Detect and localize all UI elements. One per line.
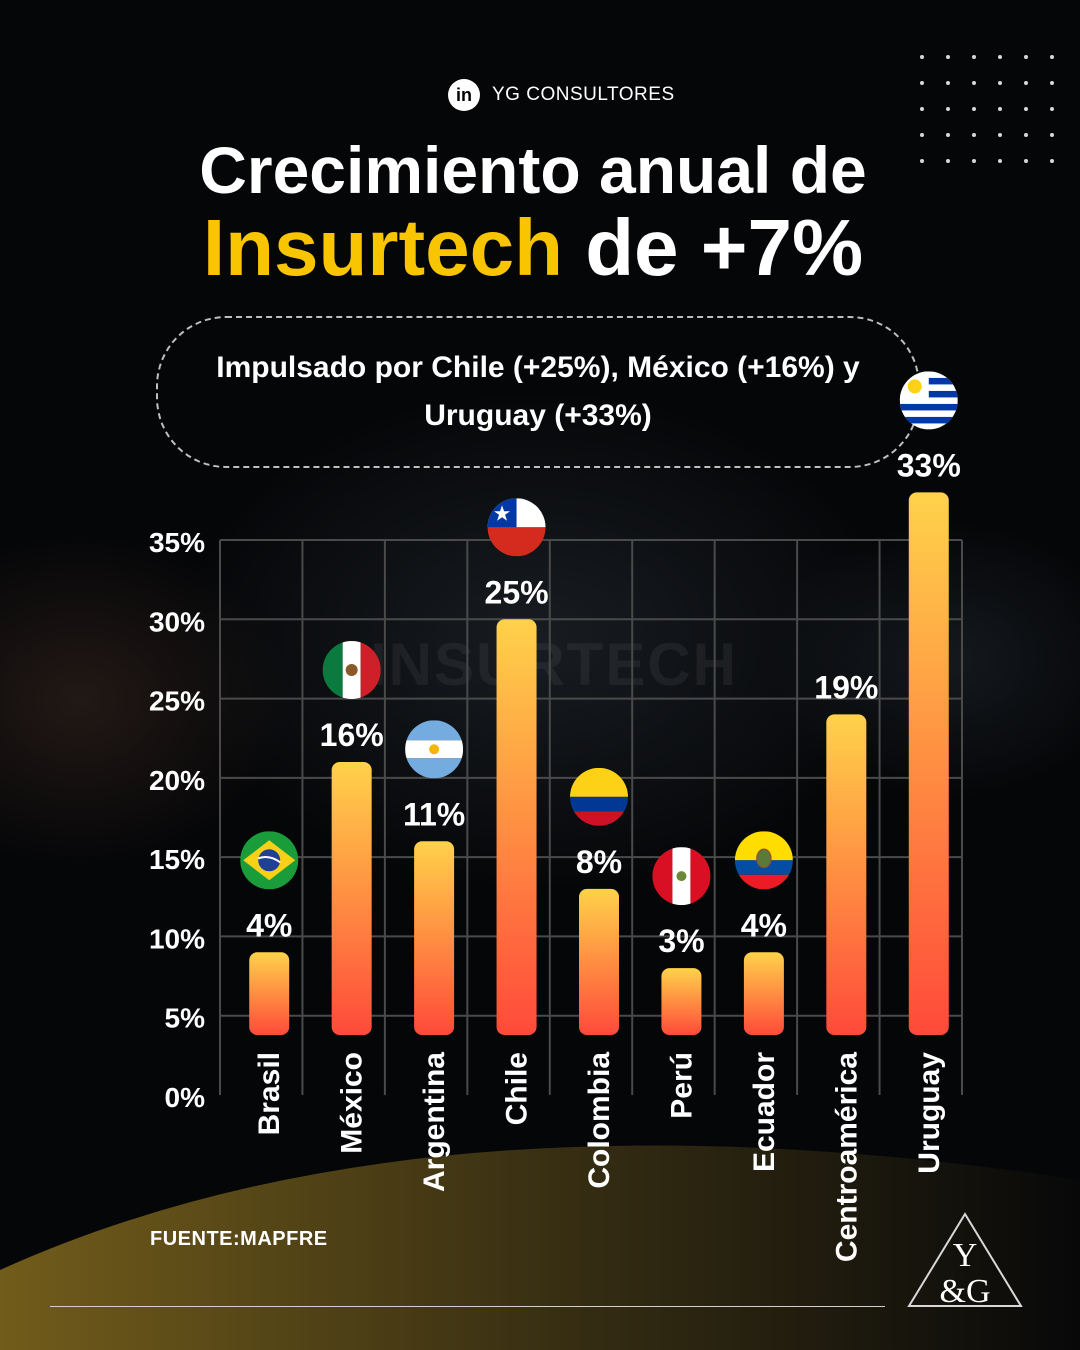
bar-ecuador — [743, 952, 784, 1035]
y-tick-label: 25% — [149, 686, 205, 717]
source-note: FUENTE:MAPFRE — [150, 1228, 328, 1250]
data-label: 4% — [246, 907, 292, 943]
category-label: México — [336, 1052, 369, 1154]
decorative-dot — [946, 133, 950, 137]
y-tick-label: 5% — [165, 1003, 206, 1034]
decorative-dot — [1024, 55, 1028, 59]
title-rest: de +7% — [585, 203, 864, 292]
bar-argentina — [414, 841, 455, 1035]
decorative-dot — [1050, 55, 1054, 59]
y-tick-label: 30% — [149, 606, 205, 637]
decorative-dot-grid — [920, 55, 1060, 170]
decorative-dot — [998, 55, 1002, 59]
category-label: Colombia — [583, 1052, 616, 1189]
data-label: 11% — [403, 796, 465, 832]
background-watermark: INSURTECH — [370, 631, 739, 698]
brand-name: YG CONSULTORES — [492, 84, 675, 105]
bar-colombia — [579, 888, 619, 1035]
y-tick-label: 0% — [165, 1082, 206, 1113]
decorative-dot — [946, 55, 950, 59]
bar-méxico — [331, 762, 372, 1035]
ecuador-flag-icon — [734, 831, 793, 890]
data-label: 3% — [658, 923, 704, 959]
decorative-dot — [998, 159, 1002, 163]
category-label: Uruguay — [913, 1052, 946, 1174]
decorative-dot — [920, 81, 924, 85]
decorative-dot — [920, 133, 924, 137]
data-label: 8% — [576, 844, 622, 880]
uruguay-flag-icon — [899, 371, 958, 430]
decorative-dot — [998, 81, 1002, 85]
colombia-flag-icon — [570, 767, 628, 826]
subtitle: Impulsado por Chile (+25%), México (+16%… — [216, 351, 860, 432]
bar-uruguay — [908, 492, 949, 1035]
data-label: 19% — [814, 669, 878, 705]
decorative-dot — [1024, 133, 1028, 137]
decorative-dot — [1024, 81, 1028, 85]
decorative-dot — [972, 159, 976, 163]
footer-divider — [50, 1306, 885, 1307]
decorative-dot — [920, 159, 924, 163]
decorative-dot — [1050, 159, 1054, 163]
category-label: Ecuador — [748, 1052, 781, 1172]
bar-centroamérica — [826, 714, 867, 1035]
data-label: 16% — [320, 717, 384, 753]
title-line-2: Insurtech de +7% — [0, 202, 1066, 294]
decorative-dot — [920, 107, 924, 111]
data-label: 4% — [741, 907, 787, 943]
logo-letter-bottom: &G — [940, 1273, 991, 1310]
data-label: 25% — [485, 574, 549, 610]
category-label: Brasil — [253, 1052, 286, 1135]
y-tick-label: 15% — [149, 844, 205, 875]
mexico-flag-icon — [322, 641, 381, 699]
title-line-1: Crecimiento anual de — [199, 133, 867, 207]
decorative-dot — [1024, 107, 1028, 111]
decorative-dot — [1024, 159, 1028, 163]
decorative-dot — [972, 133, 976, 137]
category-label: Centroamérica — [830, 1052, 863, 1262]
y-tick-label: 35% — [149, 527, 205, 558]
bar-brasil — [249, 952, 290, 1035]
subtitle-box: Impulsado por Chile (+25%), México (+16%… — [156, 316, 920, 468]
decorative-dot — [946, 159, 950, 163]
decorative-dot — [920, 55, 924, 59]
decorative-dot — [1050, 107, 1054, 111]
brazil-flag-icon — [240, 831, 299, 890]
bar-perú — [661, 968, 702, 1035]
decorative-dot — [946, 81, 950, 85]
category-label: Chile — [501, 1052, 534, 1125]
decorative-dot — [972, 55, 976, 59]
chile-flag-icon — [487, 498, 546, 557]
decorative-dot — [972, 81, 976, 85]
linkedin-icon[interactable]: in — [448, 79, 480, 111]
category-label: Perú — [665, 1052, 698, 1119]
peru-flag-icon — [652, 847, 711, 906]
logo-letter-top: Y — [953, 1237, 978, 1274]
decorative-dot — [1050, 133, 1054, 137]
category-label: Argentina — [418, 1052, 451, 1192]
decorative-dot — [998, 107, 1002, 111]
argentina-flag-icon — [405, 720, 464, 779]
brand-header: in YG CONSULTORES — [448, 78, 675, 112]
yg-logo: Y &G — [907, 1212, 1023, 1310]
data-label: 33% — [897, 447, 961, 483]
decorative-dot — [972, 107, 976, 111]
y-tick-label: 20% — [149, 765, 205, 796]
bar-chile — [496, 619, 537, 1035]
title-accent: Insurtech — [202, 203, 563, 292]
decorative-dot — [998, 133, 1002, 137]
decorative-dot — [1050, 81, 1054, 85]
decorative-dot — [946, 107, 950, 111]
decorative-swoosh — [0, 1145, 1080, 1350]
y-tick-label: 10% — [149, 923, 205, 954]
